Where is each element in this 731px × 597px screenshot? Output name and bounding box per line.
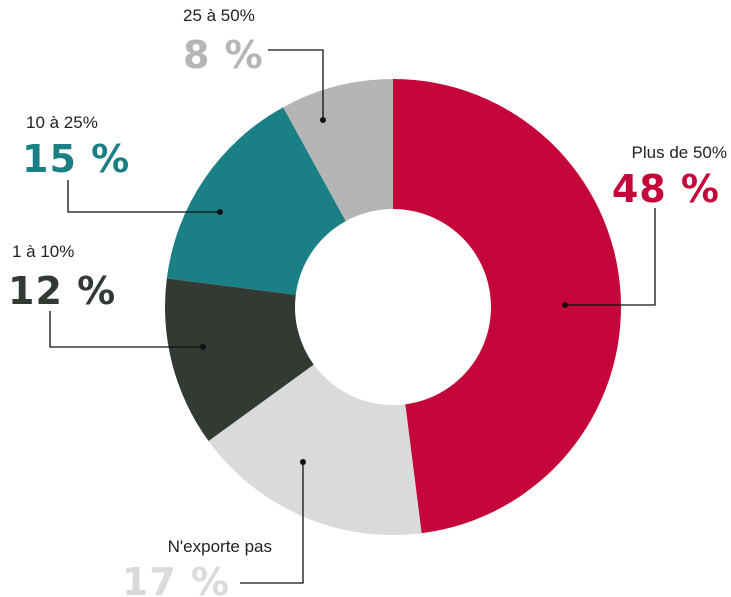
slices xyxy=(165,79,622,535)
slice-name: 10 à 25% xyxy=(26,113,98,132)
leader-line xyxy=(565,208,656,306)
leader-dot xyxy=(200,344,206,350)
leader-dot xyxy=(320,117,326,123)
value-label: 15 % xyxy=(22,137,130,181)
slice-name: 25 à 50% xyxy=(183,6,255,25)
value-label: 17 % xyxy=(122,560,230,597)
leader-dot xyxy=(217,209,223,215)
slice-name: Plus de 50% xyxy=(632,143,727,162)
value-label: 48 % xyxy=(612,167,720,211)
leader-line xyxy=(240,462,304,584)
labels: Plus de 50% 48 % N'exporte pas 17 % 1 à 10% 1… xyxy=(8,6,727,597)
leader-dot xyxy=(300,459,306,465)
leader-line xyxy=(268,49,324,120)
slice xyxy=(208,364,422,535)
slice-name: 1 à 10% xyxy=(12,242,74,261)
value-label: 12 % xyxy=(8,269,116,313)
slice xyxy=(165,278,314,442)
slice xyxy=(283,79,393,222)
leader-line xyxy=(67,180,220,213)
leader-line xyxy=(49,311,203,348)
value-label: 8 % xyxy=(183,33,264,77)
slice xyxy=(166,107,346,295)
slice-name: N'exporte pas xyxy=(168,537,272,556)
leader-dot xyxy=(562,302,568,308)
slice xyxy=(393,79,622,534)
